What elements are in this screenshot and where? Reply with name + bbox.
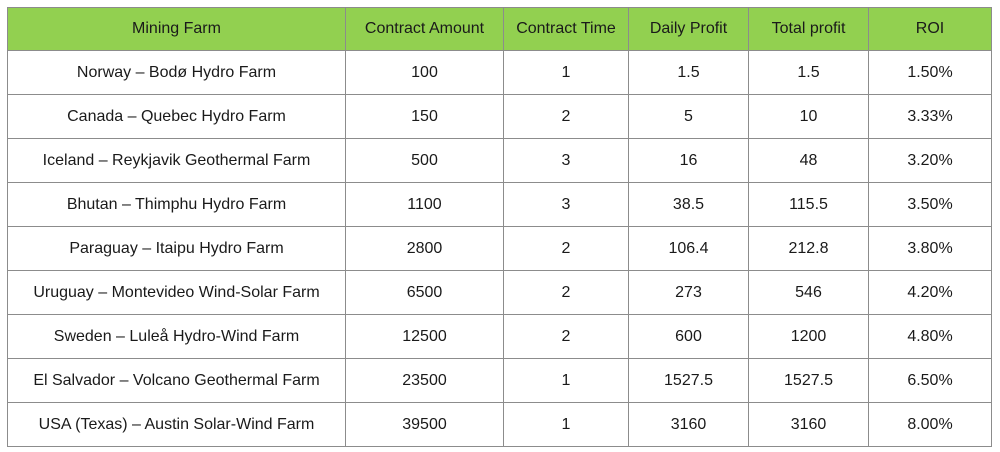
table-cell: 150	[345, 94, 504, 139]
table-cell: 16	[628, 138, 749, 183]
header-cell: Contract Time	[503, 7, 629, 51]
table-row: USA (Texas) – Austin Solar-Wind Farm 3950…	[7, 402, 992, 447]
table-row: Paraguay – Itaipu Hydro Farm 2800 2 106.4 21…	[7, 226, 992, 271]
header-cell: Daily Profit	[628, 7, 749, 51]
table-cell: 273	[628, 270, 749, 315]
table-cell: 1200	[748, 314, 869, 359]
table-cell: 3	[503, 182, 629, 227]
table-cell: 4.20%	[868, 270, 992, 315]
table-cell: El Salvador – Volcano Geothermal Farm	[7, 358, 346, 403]
table-cell: Paraguay – Itaipu Hydro Farm	[7, 226, 346, 271]
table-cell: 3.33%	[868, 94, 992, 139]
table-row: Uruguay – Montevideo Wind-Solar Farm 6500…	[7, 270, 992, 315]
table-cell: 3.20%	[868, 138, 992, 183]
table-cell: 100	[345, 50, 504, 95]
table-row: Iceland – Reykjavik Geothermal Farm 500 3 1…	[7, 138, 992, 183]
table-cell: 2800	[345, 226, 504, 271]
table-cell: Uruguay – Montevideo Wind-Solar Farm	[7, 270, 346, 315]
table-cell: 500	[345, 138, 504, 183]
table-cell: 12500	[345, 314, 504, 359]
table-cell: 8.00%	[868, 402, 992, 447]
table-cell: 115.5	[748, 182, 869, 227]
table-cell: 1	[503, 402, 629, 447]
table-cell: 1.5	[628, 50, 749, 95]
table-cell: Canada – Quebec Hydro Farm	[7, 94, 346, 139]
table-cell: 6.50%	[868, 358, 992, 403]
table-cell: Sweden – Luleå Hydro-Wind Farm	[7, 314, 346, 359]
table-cell: USA (Texas) – Austin Solar-Wind Farm	[7, 402, 346, 447]
header-cell: ROI	[868, 7, 992, 51]
table-cell: 546	[748, 270, 869, 315]
table-cell: 3	[503, 138, 629, 183]
table-cell: Bhutan – Thimphu Hydro Farm	[7, 182, 346, 227]
table-cell: 2	[503, 270, 629, 315]
table-cell: 1100	[345, 182, 504, 227]
table-body: Norway – Bodø Hydro Farm 100 1 1.5 1.5 1.50% C…	[7, 50, 992, 447]
table-cell: 600	[628, 314, 749, 359]
table-cell: 3160	[628, 402, 749, 447]
table-cell: 3160	[748, 402, 869, 447]
header-cell: Mining Farm	[7, 7, 346, 51]
table-cell: 3.50%	[868, 182, 992, 227]
table-row: Norway – Bodø Hydro Farm 100 1 1.5 1.5 1.50%	[7, 50, 992, 95]
header-row: Mining Farm Contract Amount Contract Time D…	[7, 7, 992, 51]
header-cell: Total profit	[748, 7, 869, 51]
table-cell: 1	[503, 358, 629, 403]
table-container: Mining Farm Contract Amount Contract Time D…	[7, 7, 992, 447]
table-cell: 106.4	[628, 226, 749, 271]
table-cell: 38.5	[628, 182, 749, 227]
table-cell: 48	[748, 138, 869, 183]
table-cell: 1	[503, 50, 629, 95]
table-cell: 2	[503, 94, 629, 139]
table-cell: 6500	[345, 270, 504, 315]
table-cell: 23500	[345, 358, 504, 403]
table-cell: 2	[503, 314, 629, 359]
table-cell: 39500	[345, 402, 504, 447]
table-cell: 1.50%	[868, 50, 992, 95]
table-cell: 1527.5	[628, 358, 749, 403]
table: Mining Farm Contract Amount Contract Time D…	[7, 7, 992, 447]
table-cell: Norway – Bodø Hydro Farm	[7, 50, 346, 95]
table-row: Canada – Quebec Hydro Farm 150 2 5 10 3.33%	[7, 94, 992, 139]
table-row: Sweden – Luleå Hydro-Wind Farm 12500 2 600 1…	[7, 314, 992, 359]
table-cell: 1527.5	[748, 358, 869, 403]
table-cell: 1.5	[748, 50, 869, 95]
table-row: Bhutan – Thimphu Hydro Farm 1100 3 38.5 115.…	[7, 182, 992, 227]
table-cell: 4.80%	[868, 314, 992, 359]
table-cell: 5	[628, 94, 749, 139]
table-cell: Iceland – Reykjavik Geothermal Farm	[7, 138, 346, 183]
table-cell: 3.80%	[868, 226, 992, 271]
table-cell: 10	[748, 94, 869, 139]
table-row: El Salvador – Volcano Geothermal Farm 235…	[7, 358, 992, 403]
table-cell: 2	[503, 226, 629, 271]
header-cell: Contract Amount	[345, 7, 504, 51]
table-cell: 212.8	[748, 226, 869, 271]
